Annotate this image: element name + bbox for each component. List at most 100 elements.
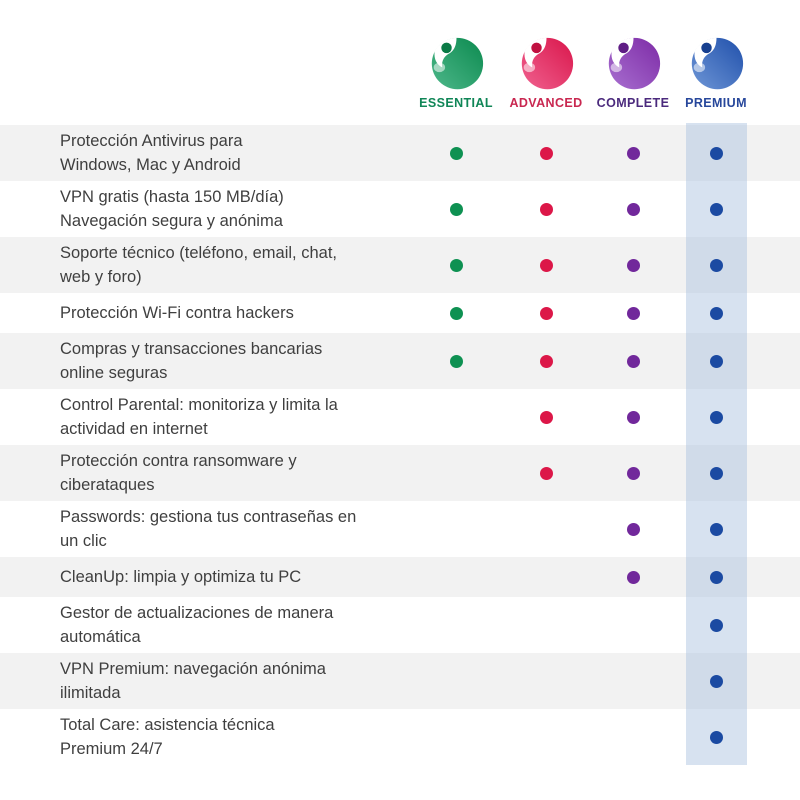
feature-row: Protección contra ransomware y ciberataq… <box>0 445 800 501</box>
plan-cell-complete <box>626 181 640 237</box>
plan-cell-essential <box>449 333 463 389</box>
feature-row: VPN gratis (hasta 150 MB/día) Navegación… <box>0 181 800 237</box>
feature-label: Gestor de actualizaciones de manera auto… <box>60 604 334 646</box>
plan-cell-premium <box>709 653 723 709</box>
plan-cell-complete <box>626 445 640 501</box>
feature-row: Total Care: asistencia técnica Premium 2… <box>0 709 800 765</box>
included-dot <box>709 674 723 688</box>
plan-cell-complete <box>626 125 640 181</box>
feature-label: Protección Wi-Fi contra hackers <box>60 304 294 322</box>
included-dot <box>539 466 553 480</box>
plan-cell-advanced <box>539 333 553 389</box>
plan-cell-complete <box>626 333 640 389</box>
included-dot <box>709 618 723 632</box>
plan-label: ESSENTIAL <box>419 96 493 110</box>
included-dot <box>626 258 640 272</box>
feature-label: Protección Antivirus para Windows, Mac y… <box>60 132 243 174</box>
included-dot <box>626 354 640 368</box>
plan-header-premium: PREMIUM <box>666 36 766 110</box>
included-dot <box>709 410 723 424</box>
included-dot <box>709 146 723 160</box>
included-dot <box>709 258 723 272</box>
included-dot <box>449 354 463 368</box>
plan-cell-advanced <box>539 445 553 501</box>
advanced-logo-icon <box>496 36 596 93</box>
included-dot <box>626 146 640 160</box>
feature-row: Control Parental: monitoriza y limita la… <box>0 389 800 445</box>
feature-label: Control Parental: monitoriza y limita la… <box>60 396 338 438</box>
plan-cell-essential <box>449 125 463 181</box>
feature-row: CleanUp: limpia y optimiza tu PC <box>0 557 800 597</box>
included-dot <box>449 306 463 320</box>
plan-cell-complete <box>626 237 640 293</box>
included-dot <box>539 354 553 368</box>
included-dot <box>709 466 723 480</box>
included-dot <box>539 146 553 160</box>
plan-label: ADVANCED <box>509 96 583 110</box>
feature-row: VPN Premium: navegación anónima ilimitad… <box>0 653 800 709</box>
included-dot <box>709 522 723 536</box>
included-dot <box>539 306 553 320</box>
plan-label: PREMIUM <box>685 96 747 110</box>
included-dot <box>709 354 723 368</box>
plan-cell-essential <box>449 237 463 293</box>
included-dot <box>449 202 463 216</box>
included-dot <box>626 306 640 320</box>
feature-row: Passwords: gestiona tus contraseñas en u… <box>0 501 800 557</box>
plan-cell-premium <box>709 125 723 181</box>
plan-cell-essential <box>449 293 463 333</box>
plan-cell-advanced <box>539 293 553 333</box>
plan-cell-premium <box>709 389 723 445</box>
included-dot <box>709 730 723 744</box>
plan-cell-premium <box>709 597 723 653</box>
included-dot <box>539 258 553 272</box>
feature-label: CleanUp: limpia y optimiza tu PC <box>60 568 302 586</box>
feature-label: VPN Premium: navegación anónima ilimitad… <box>60 660 326 702</box>
plan-header-advanced: ADVANCED <box>496 36 596 110</box>
plan-cell-complete <box>626 293 640 333</box>
included-dot <box>626 522 640 536</box>
feature-row: Gestor de actualizaciones de manera auto… <box>0 597 800 653</box>
feature-label: Protección contra ransomware y ciberataq… <box>60 452 297 494</box>
plan-cell-premium <box>709 557 723 597</box>
included-dot <box>449 146 463 160</box>
feature-table: Protección Antivirus para Windows, Mac y… <box>0 123 800 765</box>
included-dot <box>626 466 640 480</box>
plan-cell-premium <box>709 181 723 237</box>
complete-logo-icon <box>583 36 683 93</box>
plan-cell-premium <box>709 293 723 333</box>
plan-cell-complete <box>626 557 640 597</box>
plan-cell-premium <box>709 501 723 557</box>
feature-row: Compras y transacciones bancarias online… <box>0 333 800 389</box>
essential-logo-icon <box>406 36 506 93</box>
plan-cell-advanced <box>539 125 553 181</box>
feature-label: Compras y transacciones bancarias online… <box>60 340 323 382</box>
included-dot <box>626 570 640 584</box>
plan-cell-advanced <box>539 389 553 445</box>
plan-cell-premium <box>709 445 723 501</box>
feature-label: Soporte técnico (teléfono, email, chat, … <box>60 244 337 286</box>
plan-header-essential: ESSENTIAL <box>406 36 506 110</box>
plan-cell-essential <box>449 181 463 237</box>
included-dot <box>539 410 553 424</box>
included-dot <box>626 202 640 216</box>
plan-cell-complete <box>626 389 640 445</box>
plan-cell-premium <box>709 709 723 765</box>
included-dot <box>626 410 640 424</box>
included-dot <box>449 258 463 272</box>
plan-cell-premium <box>709 333 723 389</box>
feature-row: Soporte técnico (teléfono, email, chat, … <box>0 237 800 293</box>
plan-cell-premium <box>709 237 723 293</box>
included-dot <box>709 570 723 584</box>
feature-label: Passwords: gestiona tus contraseñas en u… <box>60 508 357 550</box>
plan-header-complete: COMPLETE <box>583 36 683 110</box>
feature-row: Protección Wi-Fi contra hackers <box>0 293 800 333</box>
plan-cell-advanced <box>539 237 553 293</box>
plan-label: COMPLETE <box>596 96 670 110</box>
premium-logo-icon <box>666 36 766 93</box>
feature-row: Protección Antivirus para Windows, Mac y… <box>0 125 800 181</box>
included-dot <box>539 202 553 216</box>
plan-cell-advanced <box>539 181 553 237</box>
feature-label: Total Care: asistencia técnica Premium 2… <box>60 716 275 758</box>
